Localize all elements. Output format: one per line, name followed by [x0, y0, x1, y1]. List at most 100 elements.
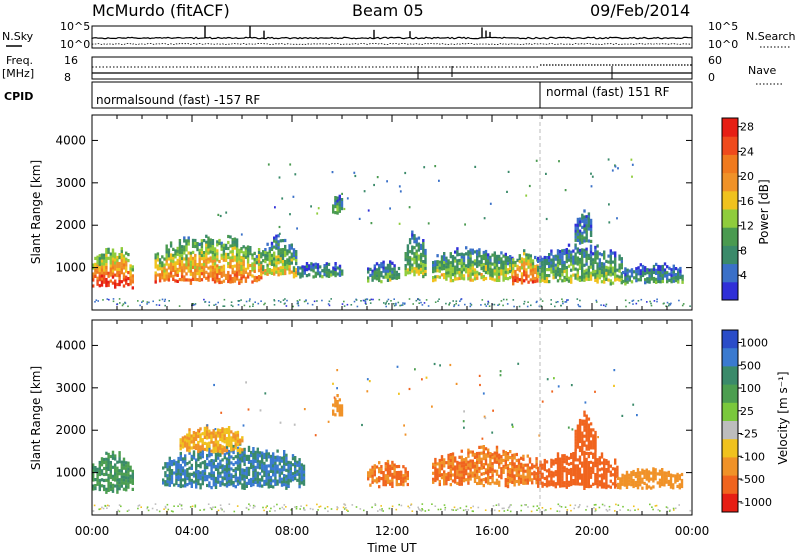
velocity-echo-region [162, 442, 306, 490]
velocity-y-tick-label: 3000 [55, 381, 86, 395]
x-tick-label: 00:00 [675, 524, 710, 538]
power-colorbar-tick: 28 [740, 121, 754, 134]
nsearch-trace [91, 42, 693, 46]
freq-tick-top: 16 [64, 54, 78, 67]
cpid-segment-2: normal (fast) 151 RF [546, 85, 670, 99]
nsearch-tick-bottom: 10^0 [708, 38, 738, 51]
x-tick-label: 12:00 [375, 524, 410, 538]
velocity-colorbar-tick: 1000 [740, 337, 768, 350]
x-axis-label: Time UT [366, 541, 417, 554]
velocity-echo-region [367, 459, 409, 489]
velocity-echoes [92, 362, 692, 513]
velocity-echo-region [537, 449, 619, 490]
power-colorbar-swatch [722, 209, 738, 228]
freq-strip: Freq. [MHz] 16 8 60 0 Nave [2, 54, 782, 85]
velocity-colorbar-label: Velocity [m s⁻¹] [776, 371, 790, 464]
velocity-x-ticks: 00:00 04:00 08:00 12:00 16:00 20:00 00:00 [75, 320, 710, 538]
velocity-colorbar-tick: -1000 [740, 496, 772, 509]
cpid-label: CPID [4, 90, 33, 103]
velocity-colorbar-swatch [722, 493, 738, 513]
power-colorbar-tick: 4 [740, 269, 747, 282]
power-y-axis-label: Slant Range [km] [29, 160, 43, 264]
velocity-colorbar: 1000 500 100 25 -25 -100 -500 -1000 Velocity [m… [721, 329, 790, 513]
velocity-echo-region [179, 424, 244, 455]
power-echo-region [332, 194, 344, 215]
power-echo-region [92, 247, 134, 290]
velocity-colorbar-swatch [722, 402, 738, 422]
x-tick-label: 08:00 [275, 524, 310, 538]
velocity-colorbar-tick: -100 [740, 450, 765, 463]
power-colorbar-tick: 24 [740, 145, 754, 158]
freq-unit: [MHz] [2, 67, 34, 80]
velocity-y-tick-label: 4000 [55, 338, 86, 352]
velocity-colorbar-swatch [722, 475, 738, 495]
power-colorbar-swatch [722, 245, 738, 265]
velocity-colorbar-swatch [722, 457, 738, 477]
power-x-ticks [91, 115, 693, 310]
power-colorbar-swatch [722, 118, 738, 137]
power-echo-region [537, 243, 623, 286]
velocity-colorbar-swatch [722, 384, 738, 404]
velocity-echo-region [92, 450, 134, 494]
power-panel: 1000 2000 3000 4000 Slant Range [km] [29, 114, 693, 311]
velocity-panel: 1000 2000 3000 4000 00:00 04:00 08:00 12:00 16:… [29, 319, 710, 554]
power-colorbar: 4 8 12 16 20 24 28 Power [dB] [721, 117, 771, 301]
date-title: 09/Feb/2014 [590, 1, 690, 20]
velocity-colorbar-swatch [722, 439, 738, 458]
x-tick-label: 04:00 [175, 524, 210, 538]
velocity-colorbar-swatch [722, 348, 738, 367]
x-tick-label: 16:00 [475, 524, 510, 538]
velocity-colorbar-tick: -25 [740, 428, 758, 441]
nsky-label: N.Sky [2, 30, 34, 43]
velocity-colorbar-swatch [722, 330, 738, 349]
power-colorbar-swatch [722, 263, 738, 283]
power-colorbar-swatch [722, 154, 738, 174]
velocity-y-ticks: 1000 2000 3000 4000 [55, 338, 692, 480]
velocity-echo-region [332, 394, 344, 417]
nave-tick-bottom: 0 [708, 71, 715, 84]
velocity-colorbar-swatch [722, 366, 738, 386]
nave-tick-top: 60 [708, 54, 722, 67]
nsky-tick-top: 10^5 [60, 20, 90, 33]
velocity-scatter-points [92, 362, 692, 513]
power-colorbar-tick: 8 [740, 244, 747, 257]
velocity-echo-region [574, 410, 597, 453]
x-tick-label: 20:00 [575, 524, 610, 538]
power-colorbar-swatch [722, 227, 738, 246]
power-echo-region [262, 234, 298, 279]
cpid-strip: CPID normalsound (fast) -157 RF normal (… [4, 81, 693, 109]
nsearch-tick-top: 10^5 [708, 20, 738, 33]
velocity-colorbar-tick: 500 [740, 359, 761, 372]
power-echo-region [404, 230, 427, 279]
freq-tick-bottom: 8 [64, 71, 71, 84]
velocity-y-tick-label: 2000 [55, 423, 86, 437]
velocity-colorbar-swatch [722, 421, 738, 440]
power-y-tick-label: 3000 [55, 176, 86, 190]
power-echo-region [622, 262, 684, 286]
power-echo-region [154, 234, 263, 285]
freq-label: Freq. [6, 54, 33, 67]
power-colorbar-swatch [722, 281, 738, 301]
power-echo-region [574, 209, 593, 245]
velocity-colorbar-tick: 100 [740, 382, 761, 395]
nsearch-label: N.Search [746, 30, 796, 43]
power-colorbar-tick: 20 [740, 170, 754, 183]
power-y-tick-label: 1000 [55, 261, 86, 275]
power-y-ticks: 1000 2000 3000 4000 [55, 133, 692, 275]
velocity-y-axis-label: Slant Range [km] [29, 366, 43, 470]
velocity-y-tick-label: 1000 [55, 466, 86, 480]
power-y-tick-label: 2000 [55, 218, 86, 232]
velocity-colorbar-tick: 25 [740, 405, 754, 418]
velocity-echo-region [432, 445, 538, 489]
power-colorbar-swatch [722, 172, 738, 192]
power-colorbar-swatch [722, 190, 738, 210]
power-colorbar-swatch [722, 136, 738, 155]
nave-label: Nave [748, 64, 776, 77]
power-colorbar-label: Power [dB] [757, 179, 771, 244]
velocity-colorbar-tick: -500 [740, 473, 765, 486]
nsky-strip: N.Sky 10^5 10^0 10^5 10^0 N.Search [2, 20, 796, 51]
cpid-segment-1: normalsound (fast) -157 RF [96, 93, 260, 107]
nsky-tick-bottom: 10^0 [60, 38, 90, 51]
beam-title: Beam 05 [352, 1, 424, 20]
